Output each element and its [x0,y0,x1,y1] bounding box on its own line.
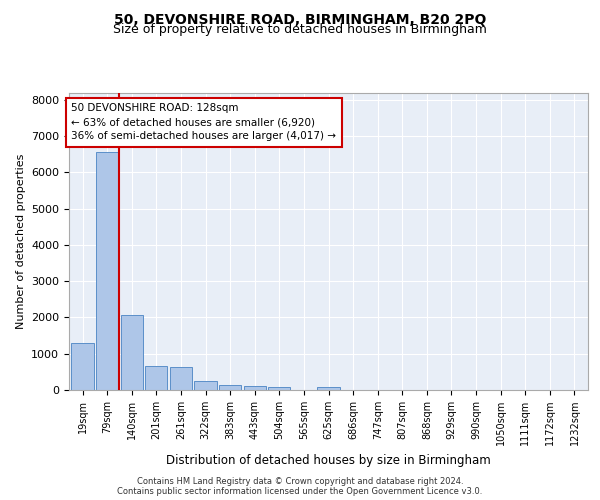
Bar [145,366,167,390]
Bar [194,380,217,390]
Text: Contains public sector information licensed under the Open Government Licence v3: Contains public sector information licen… [118,486,482,496]
Bar [96,152,118,390]
Y-axis label: Number of detached properties: Number of detached properties [16,154,26,329]
Bar [71,343,94,390]
Bar [219,385,241,390]
Bar [244,386,266,390]
Text: Contains HM Land Registry data © Crown copyright and database right 2024.: Contains HM Land Registry data © Crown c… [137,476,463,486]
Bar [317,388,340,390]
Text: 50, DEVONSHIRE ROAD, BIRMINGHAM, B20 2PQ: 50, DEVONSHIRE ROAD, BIRMINGHAM, B20 2PQ [114,12,486,26]
Text: Size of property relative to detached houses in Birmingham: Size of property relative to detached ho… [113,22,487,36]
Bar [121,314,143,390]
Bar [268,388,290,390]
Text: 50 DEVONSHIRE ROAD: 128sqm
← 63% of detached houses are smaller (6,920)
36% of s: 50 DEVONSHIRE ROAD: 128sqm ← 63% of deta… [71,104,337,142]
X-axis label: Distribution of detached houses by size in Birmingham: Distribution of detached houses by size … [166,454,491,466]
Bar [170,367,192,390]
